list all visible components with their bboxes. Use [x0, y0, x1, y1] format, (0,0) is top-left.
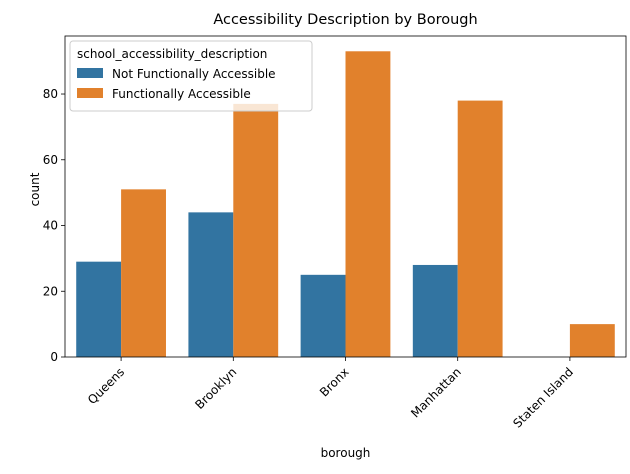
x-tick-label: Queens: [85, 365, 127, 407]
axes-frame: [64, 35, 627, 358]
bar: [457, 100, 503, 357]
legend-label: Functionally Accessible: [112, 87, 251, 101]
y-tick-label: 80: [43, 87, 58, 101]
bar: [233, 103, 279, 358]
y-tick-label: 20: [43, 284, 58, 298]
x-axis-ticks: Queens Brooklyn Bronx Manhattan Staten Islan…: [85, 357, 576, 431]
bar: [188, 212, 234, 357]
x-tick-label: Brooklyn: [192, 365, 239, 412]
x-tick-label: Bronx: [317, 365, 352, 400]
y-tick-label: 40: [43, 219, 58, 233]
bars-group: [76, 51, 615, 358]
bar: [345, 51, 391, 358]
legend: school_accessibility_description Not Func…: [69, 40, 313, 112]
legend-box: [69, 40, 313, 112]
y-axis-ticks: 0 20 40 60 80: [43, 87, 65, 364]
bar: [412, 264, 458, 357]
bar: [76, 261, 122, 357]
y-tick-label: 60: [43, 153, 58, 167]
x-tick-label: Staten Island: [510, 365, 576, 431]
legend-swatch: [77, 88, 103, 98]
legend-title: school_accessibility_description: [77, 47, 267, 61]
x-axis-label: borough: [321, 446, 371, 460]
bar: [300, 274, 346, 357]
y-tick-label: 0: [50, 350, 58, 364]
bar: [121, 189, 166, 357]
legend-label: Not Functionally Accessible: [112, 67, 276, 81]
plot-area-border: [64, 35, 627, 358]
legend-swatch: [77, 68, 103, 78]
x-tick-label: Manhattan: [408, 365, 464, 421]
chart-title: Accessibility Description by Borough: [213, 12, 477, 28]
bar: [569, 324, 615, 357]
y-axis-label: count: [28, 172, 42, 206]
